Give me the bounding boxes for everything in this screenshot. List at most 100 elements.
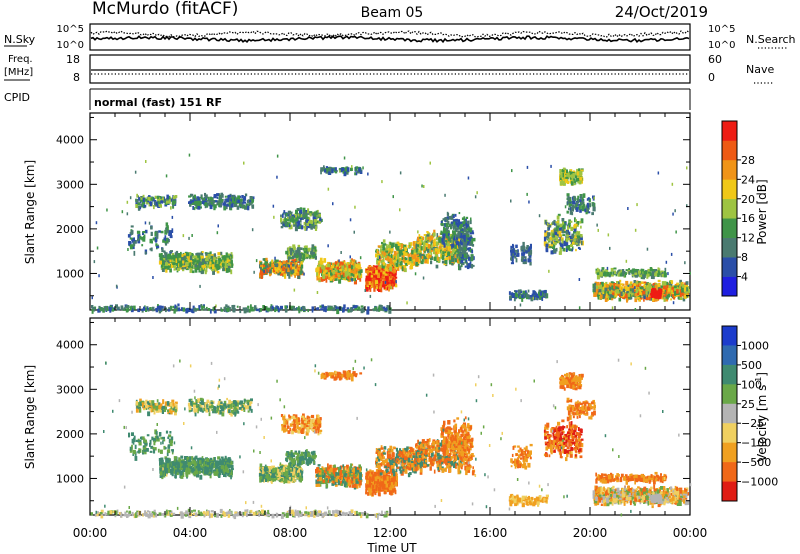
- scatter-cell: [402, 251, 406, 256]
- scatter-cell: [260, 265, 263, 268]
- scatter-cell: [568, 248, 572, 252]
- scatter-cell: [261, 268, 264, 273]
- scatter-cell: [642, 290, 646, 295]
- scatter-cell: [227, 305, 230, 309]
- scatter-cell: [223, 206, 227, 211]
- scatter-cell: [577, 246, 581, 250]
- scatter-cell: [452, 240, 455, 245]
- scatter-cell: [302, 307, 305, 310]
- scatter-cell: [249, 196, 253, 201]
- scatter-cell: [622, 296, 625, 299]
- scatter-cell: [558, 240, 561, 243]
- scatter-cell: [561, 218, 565, 222]
- scatter-cell: [568, 207, 570, 211]
- scatter-cell: [210, 259, 214, 263]
- scatter-cell: [614, 284, 617, 288]
- scatter-cell: [198, 256, 201, 260]
- scatter-cell: [544, 232, 546, 238]
- scatter-cell: [463, 258, 466, 261]
- scatter-cell: [149, 197, 152, 201]
- scatter-cell: [584, 207, 587, 210]
- scatter-cell: [610, 281, 614, 284]
- scatter-cell: [217, 252, 221, 256]
- scatter-cell: [580, 218, 584, 224]
- scatter-cell: [368, 273, 371, 279]
- scatter-cell: [554, 231, 558, 236]
- scatter-cell: [314, 211, 317, 216]
- scatter-cell: [396, 241, 400, 245]
- scatter-cell: [387, 260, 390, 264]
- scatter-cell: [140, 197, 143, 202]
- scatter-cell: [303, 250, 307, 254]
- scatter-cell: [131, 305, 134, 309]
- scatter-cell: [466, 228, 469, 231]
- scatter-cell: [315, 210, 318, 215]
- scatter-cell: [562, 171, 565, 175]
- scatter-cell: [168, 230, 172, 235]
- scatter-cell: [390, 251, 393, 255]
- scatter-cell: [91, 305, 94, 309]
- scatter-cell: [395, 263, 399, 267]
- scatter-cell: [193, 201, 197, 205]
- scatter-cell: [541, 291, 544, 296]
- scatter-cell: [615, 292, 618, 297]
- scatter-cell: [640, 293, 642, 298]
- scatter-cell: [346, 170, 349, 175]
- scatter-cell: [213, 256, 216, 261]
- scatter-cell: [237, 199, 240, 204]
- nsky-traces: [90, 30, 690, 44]
- scatter-cell: [162, 266, 165, 270]
- scatter-cell: [348, 264, 351, 269]
- scatter-cell: [290, 266, 293, 270]
- scatter-cell: [440, 223, 443, 226]
- scatter-cell: [430, 242, 433, 247]
- scatter-cell: [201, 197, 205, 202]
- scatter-cell: [605, 284, 609, 287]
- scatter-cell: [575, 204, 578, 210]
- scatter-cell: [684, 284, 686, 288]
- scatter-cell: [235, 202, 238, 207]
- scatter-cell: [295, 262, 297, 265]
- scatter-cell: [446, 234, 448, 239]
- scatter-cell: [328, 171, 332, 175]
- scatter-cell: [629, 294, 632, 298]
- scatter-cell: [579, 209, 582, 213]
- scatter-cell: [352, 259, 356, 262]
- scatter-cell: [412, 243, 415, 246]
- scatter-cell: [399, 243, 403, 248]
- scatter-cell: [343, 261, 346, 265]
- scatter-cell: [329, 277, 333, 281]
- scatter-cell: [284, 308, 288, 313]
- scatter-cell: [276, 259, 279, 262]
- scatter-cell: [393, 262, 395, 267]
- scatter-cell: [219, 263, 222, 266]
- scatter-cell: [558, 229, 562, 234]
- scatter-cell: [239, 309, 242, 314]
- scatter-cell: [562, 234, 566, 237]
- scatter-cell: [289, 256, 293, 260]
- scatter-cell: [391, 286, 394, 289]
- scatter-cell: [444, 217, 447, 220]
- scatter-cell: [160, 196, 163, 200]
- scatter-cell: [410, 242, 413, 246]
- scatter-cell: [622, 289, 626, 292]
- scatter-cell: [536, 295, 539, 299]
- scatter-cell: [456, 255, 458, 261]
- scatter-cell: [322, 274, 326, 279]
- scatter-cell: [158, 308, 162, 314]
- scatter-cell: [595, 294, 599, 297]
- scatter-cell: [459, 235, 463, 239]
- scatter-cell: [450, 215, 454, 220]
- scatter-cell: [436, 247, 439, 251]
- scatter-cell: [232, 304, 236, 308]
- scatter-cell: [312, 226, 316, 229]
- scatter-cell: [572, 195, 576, 199]
- scatter-cell: [556, 222, 560, 226]
- scatter-cell: [176, 257, 179, 262]
- scatter-cell: [409, 245, 412, 248]
- scatter-cell: [135, 201, 139, 206]
- scatter-cell: [387, 269, 390, 273]
- scatter-cell: [294, 215, 297, 219]
- scatter-cell: [338, 168, 341, 171]
- scatter-cell: [626, 298, 629, 303]
